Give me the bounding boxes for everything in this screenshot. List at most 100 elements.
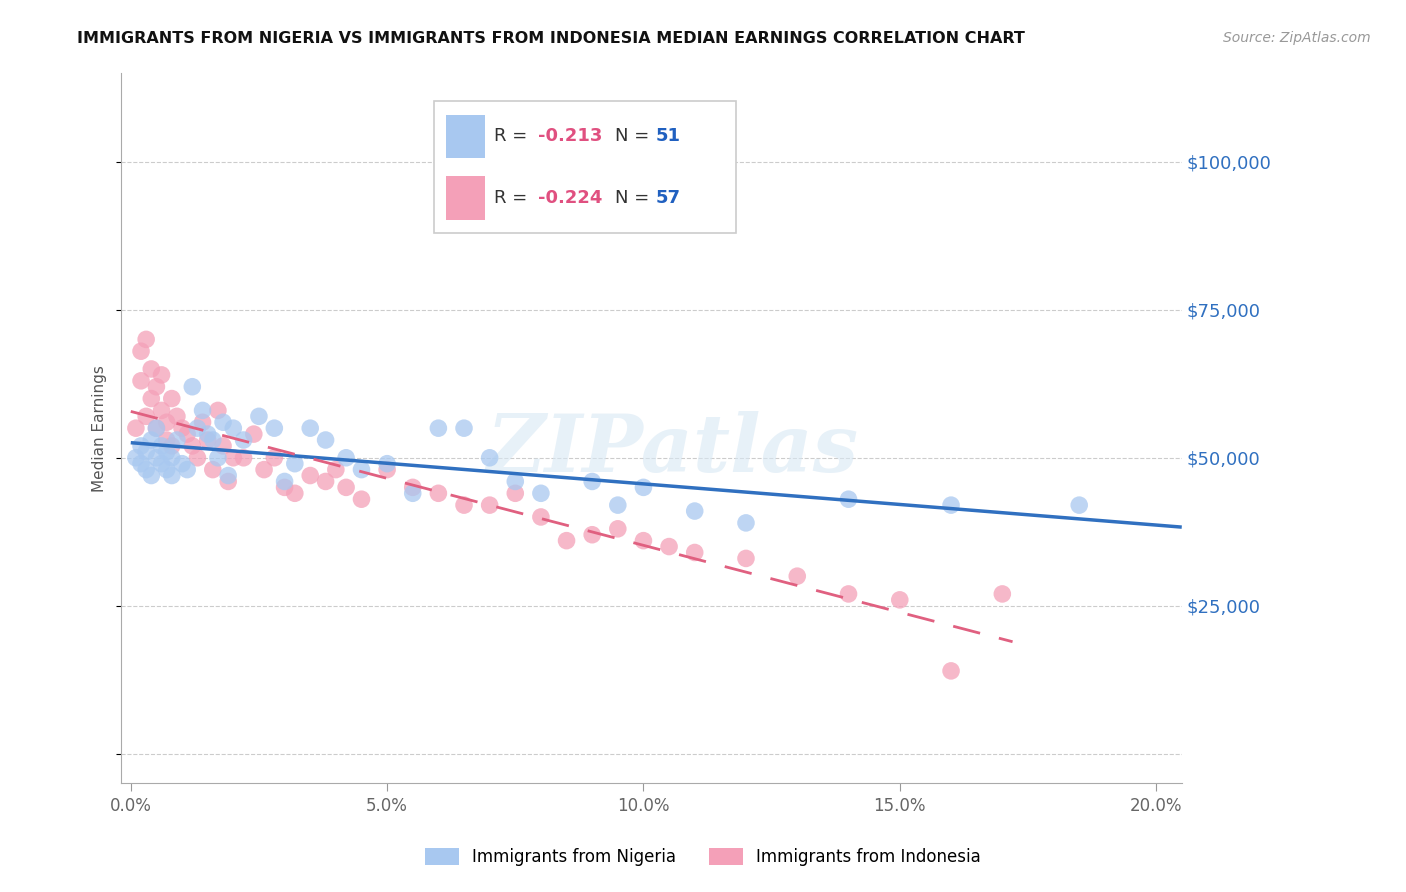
Point	[273, 475, 295, 489]
Point	[263, 421, 285, 435]
Point	[683, 545, 706, 559]
Point	[503, 475, 526, 489]
Y-axis label: Median Earnings: Median Earnings	[93, 365, 107, 491]
Point	[837, 492, 859, 507]
Point	[427, 486, 450, 500]
Point	[453, 498, 475, 512]
Point	[160, 392, 183, 406]
Point	[478, 498, 501, 512]
Point	[633, 480, 655, 494]
Point	[150, 439, 173, 453]
Point	[150, 403, 173, 417]
Point	[478, 450, 501, 465]
Point	[683, 504, 706, 518]
Point	[658, 540, 681, 554]
Point	[939, 664, 962, 678]
Point	[243, 427, 266, 442]
Point	[273, 480, 295, 494]
Point	[375, 462, 398, 476]
Point	[555, 533, 578, 548]
Point	[299, 468, 322, 483]
Point	[315, 433, 337, 447]
Point	[150, 457, 173, 471]
Point	[197, 433, 219, 447]
Point	[141, 392, 163, 406]
Point	[786, 569, 808, 583]
Point	[191, 403, 214, 417]
Point	[207, 450, 229, 465]
Point	[145, 421, 167, 435]
Point	[335, 480, 357, 494]
Point	[232, 433, 254, 447]
Point	[222, 450, 245, 465]
Point	[156, 462, 179, 476]
Point	[735, 516, 758, 530]
Point	[201, 433, 224, 447]
Legend: Immigrants from Nigeria, Immigrants from Indonesia: Immigrants from Nigeria, Immigrants from…	[419, 841, 987, 873]
Point	[991, 587, 1014, 601]
Point	[201, 462, 224, 476]
Point	[633, 533, 655, 548]
Point	[375, 457, 398, 471]
Point	[325, 462, 347, 476]
Point	[170, 421, 193, 435]
Point	[125, 450, 148, 465]
Point	[141, 433, 163, 447]
Point	[170, 457, 193, 471]
Point	[350, 492, 373, 507]
Point	[212, 415, 235, 429]
Point	[191, 415, 214, 429]
Point	[335, 450, 357, 465]
Point	[217, 468, 239, 483]
Point	[129, 374, 152, 388]
Point	[530, 486, 553, 500]
Point	[145, 450, 167, 465]
Point	[181, 380, 204, 394]
Point	[207, 403, 229, 417]
Point	[166, 409, 188, 424]
Point	[284, 457, 307, 471]
Point	[247, 409, 270, 424]
Point	[284, 486, 307, 500]
Point	[129, 344, 152, 359]
Point	[606, 522, 628, 536]
Point	[581, 527, 603, 541]
Point	[735, 551, 758, 566]
Point	[160, 468, 183, 483]
Point	[156, 433, 179, 447]
Point	[581, 475, 603, 489]
Point	[141, 362, 163, 376]
Point	[889, 592, 911, 607]
Point	[135, 445, 157, 459]
Point	[145, 380, 167, 394]
Point	[350, 462, 373, 476]
Point	[186, 421, 208, 435]
Point	[135, 409, 157, 424]
Text: Source: ZipAtlas.com: Source: ZipAtlas.com	[1223, 31, 1371, 45]
Point	[129, 457, 152, 471]
Point	[125, 421, 148, 435]
Point	[197, 427, 219, 442]
Point	[160, 450, 183, 465]
Point	[166, 433, 188, 447]
Point	[503, 486, 526, 500]
Point	[315, 475, 337, 489]
Point	[453, 421, 475, 435]
Point	[232, 450, 254, 465]
Point	[186, 450, 208, 465]
Point	[176, 427, 198, 442]
Point	[530, 510, 553, 524]
Point	[160, 439, 183, 453]
Point	[141, 468, 163, 483]
Point	[150, 368, 173, 382]
Point	[129, 439, 152, 453]
Point	[156, 415, 179, 429]
Point	[299, 421, 322, 435]
Text: IMMIGRANTS FROM NIGERIA VS IMMIGRANTS FROM INDONESIA MEDIAN EARNINGS CORRELATION: IMMIGRANTS FROM NIGERIA VS IMMIGRANTS FR…	[77, 31, 1025, 46]
Point	[135, 332, 157, 346]
Point	[606, 498, 628, 512]
Point	[212, 439, 235, 453]
Point	[263, 450, 285, 465]
Point	[1069, 498, 1091, 512]
Point	[145, 421, 167, 435]
